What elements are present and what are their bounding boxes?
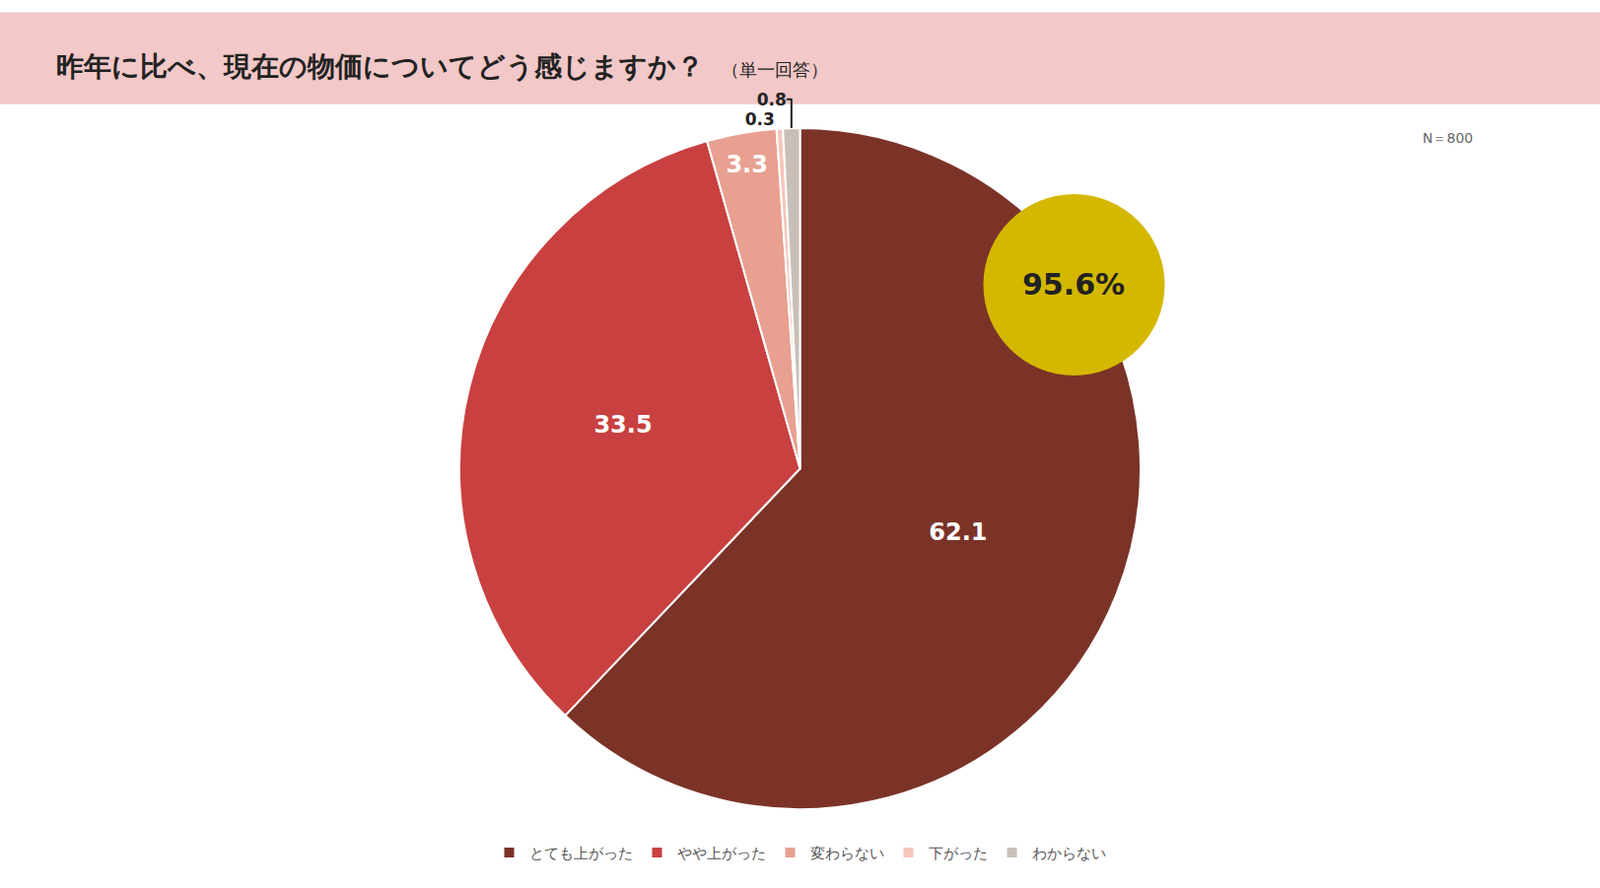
svg-text:下がった: 下がった (928, 844, 988, 863)
svg-text:95.6%: 95.6% (1022, 267, 1125, 302)
svg-text:N＝800: N＝800 (1422, 130, 1473, 146)
svg-text:わからない: わからない (1032, 844, 1107, 863)
svg-text:0.3: 0.3 (745, 109, 775, 130)
svg-text:62.1: 62.1 (928, 518, 987, 547)
svg-text:33.5: 33.5 (593, 411, 652, 439)
svg-text:3.3: 3.3 (725, 150, 768, 179)
svg-text:やや上がった: やや上がった (677, 844, 766, 863)
svg-text:とても上がった: とても上がった (529, 844, 633, 863)
svg-text:0.8: 0.8 (757, 89, 787, 110)
svg-text:昨年に比べ、現在の物価についてどう感じますか？ （単一回答: 昨年に比べ、現在の物価についてどう感じますか？ （単一回答） (56, 50, 829, 83)
svg-text:変わらない: 変わらない (810, 844, 885, 863)
